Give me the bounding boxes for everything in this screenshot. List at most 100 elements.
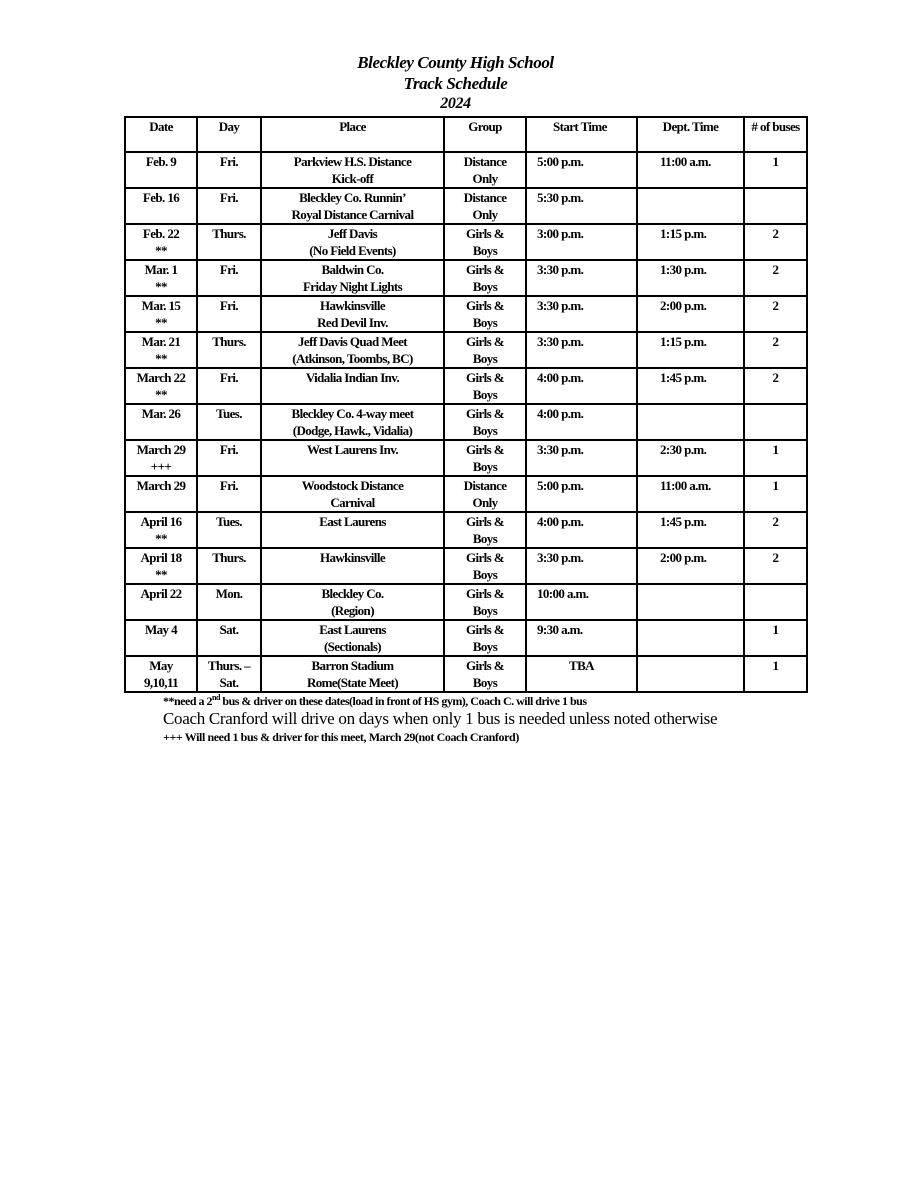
- dept-time-cell: [636, 187, 745, 225]
- day-text: Sat.: [219, 675, 240, 690]
- start-time-cell: 4:00 p.m.: [525, 367, 638, 405]
- buses-text: 1: [772, 154, 780, 169]
- place-text: Rome(State Meet): [306, 675, 399, 690]
- day-cell: Fri.: [196, 187, 262, 225]
- group-text: Girls &: [465, 442, 505, 457]
- date-cell: April 18 **: [124, 547, 198, 585]
- place-text: Bleckley Co. Runnin’: [299, 190, 406, 205]
- date-text: May: [149, 658, 173, 673]
- table-row: April 22 Mon. Bleckley Co. (Region) Girls & B…: [124, 583, 808, 621]
- group-text: Boys: [472, 351, 498, 366]
- buses-text: 2: [772, 298, 780, 313]
- date-text: March 29: [136, 442, 186, 457]
- group-text: Boys: [472, 639, 498, 654]
- day-cell: Thurs. – Sat.: [196, 655, 262, 693]
- place-cell: West Laurens Inv.: [260, 439, 445, 477]
- date-text: **: [155, 243, 167, 258]
- table-header-row: Date Day Place Group Start Time Dept. Ti…: [124, 116, 808, 153]
- dept-time-cell: [636, 403, 745, 441]
- date-cell: May 4: [124, 619, 198, 657]
- place-cell: Hawkinsville: [260, 547, 445, 585]
- start-time-text: 5:30 p.m.: [537, 190, 584, 205]
- place-text: Jeff Davis Quad Meet: [298, 334, 408, 349]
- place-text: East Laurens: [319, 514, 386, 529]
- buses-cell: 1: [743, 655, 808, 693]
- place-cell: Jeff Davis (No Field Events): [260, 223, 445, 261]
- table-row: May 9,10,11 Thurs. – Sat. Barron Stadium Rome…: [124, 655, 808, 693]
- date-cell: Mar. 15 **: [124, 295, 198, 333]
- group-cell: Girls & Boys: [443, 259, 527, 297]
- group-text: Boys: [472, 459, 498, 474]
- day-text: Thurs. –: [207, 658, 251, 673]
- place-cell: Hawkinsville Red Devil Inv.: [260, 295, 445, 333]
- start-time-text: 3:30 p.m.: [537, 550, 584, 565]
- start-time-cell: 3:30 p.m.: [525, 259, 638, 297]
- date-text: April 18: [140, 550, 182, 565]
- place-cell: Woodstock Distance Carnival: [260, 475, 445, 513]
- group-cell: Girls & Boys: [443, 331, 527, 369]
- day-cell: Thurs.: [196, 547, 262, 585]
- group-text: Girls &: [465, 550, 505, 565]
- group-text: Boys: [472, 675, 498, 690]
- date-cell: April 22: [124, 583, 198, 621]
- buses-text: 2: [772, 370, 780, 385]
- buses-cell: 1: [743, 151, 808, 189]
- buses-text: 1: [772, 478, 780, 493]
- place-cell: Baldwin Co. Friday Night Lights: [260, 259, 445, 297]
- place-text: Carnival: [330, 495, 375, 510]
- day-cell: Thurs.: [196, 223, 262, 261]
- dept-time-cell: 2:00 p.m.: [636, 295, 745, 333]
- buses-text: 1: [772, 658, 780, 673]
- start-time-cell: 4:00 p.m.: [525, 403, 638, 441]
- start-time-cell: 3:30 p.m.: [525, 547, 638, 585]
- table-row: Mar. 1 ** Fri. Baldwin Co. Friday Night Ligh…: [124, 259, 808, 297]
- buses-text: 1: [772, 622, 780, 637]
- place-text: Hawkinsville: [319, 550, 386, 565]
- dept-time-text: 11:00 a.m.: [660, 154, 711, 169]
- header-place: Place: [260, 116, 445, 153]
- day-cell: Fri.: [196, 151, 262, 189]
- table-row: Mar. 15 ** Fri. Hawkinsville Red Devil Inv. G…: [124, 295, 808, 333]
- place-text: Red Devil Inv.: [317, 315, 388, 330]
- date-text: April 22: [140, 586, 182, 601]
- group-text: Boys: [472, 423, 498, 438]
- start-time-cell: 3:30 p.m.: [525, 331, 638, 369]
- table-row: Mar. 21 ** Thurs. Jeff Davis Quad Meet (Atki…: [124, 331, 808, 369]
- group-text: Boys: [472, 315, 498, 330]
- day-cell: Fri.: [196, 475, 262, 513]
- date-text: 9,10,11: [143, 675, 179, 690]
- note-coach-cranford: Coach Cranford will drive on days when o…: [163, 709, 718, 728]
- buses-cell: [743, 403, 808, 441]
- group-text: Girls &: [465, 298, 505, 313]
- date-cell: Feb. 9: [124, 151, 198, 189]
- day-cell: Tues.: [196, 403, 262, 441]
- date-cell: Feb. 16: [124, 187, 198, 225]
- day-cell: Fri.: [196, 439, 262, 477]
- day-text: Tues.: [216, 514, 242, 529]
- track-schedule-table: Date Day Place Group Start Time Dept. Ti…: [124, 116, 808, 693]
- group-text: Only: [472, 495, 498, 510]
- place-text: (Atkinson, Toombs, BC): [292, 351, 413, 366]
- start-time-cell: 3:00 p.m.: [525, 223, 638, 261]
- group-text: Boys: [472, 279, 498, 294]
- group-text: Boys: [472, 243, 498, 258]
- place-text: Hawkinsville: [319, 298, 386, 313]
- group-cell: Girls & Boys: [443, 511, 527, 549]
- start-time-text: 5:00 p.m.: [537, 478, 584, 493]
- buses-cell: [743, 583, 808, 621]
- date-text: **: [155, 315, 167, 330]
- start-time-text: 5:00 p.m.: [537, 154, 584, 169]
- buses-text: 2: [772, 262, 780, 277]
- date-cell: Feb. 22 **: [124, 223, 198, 261]
- group-cell: Girls & Boys: [443, 547, 527, 585]
- start-time-cell: 5:00 p.m.: [525, 475, 638, 513]
- table-row: March 29 Fri. Woodstock Distance Carnival Di…: [124, 475, 808, 513]
- table-row: Feb. 9 Fri. Parkview H.S. Distance Kick-off…: [124, 151, 808, 189]
- buses-text: 2: [772, 226, 780, 241]
- place-text: (Dodge, Hawk., Vidalia): [292, 423, 413, 438]
- dept-time-text: 1:15 p.m.: [660, 334, 707, 349]
- day-text: Fri.: [219, 154, 239, 169]
- notes: **need a 2nd bus & driver on these dates…: [163, 690, 718, 745]
- place-cell: East Laurens: [260, 511, 445, 549]
- date-cell: Mar. 26: [124, 403, 198, 441]
